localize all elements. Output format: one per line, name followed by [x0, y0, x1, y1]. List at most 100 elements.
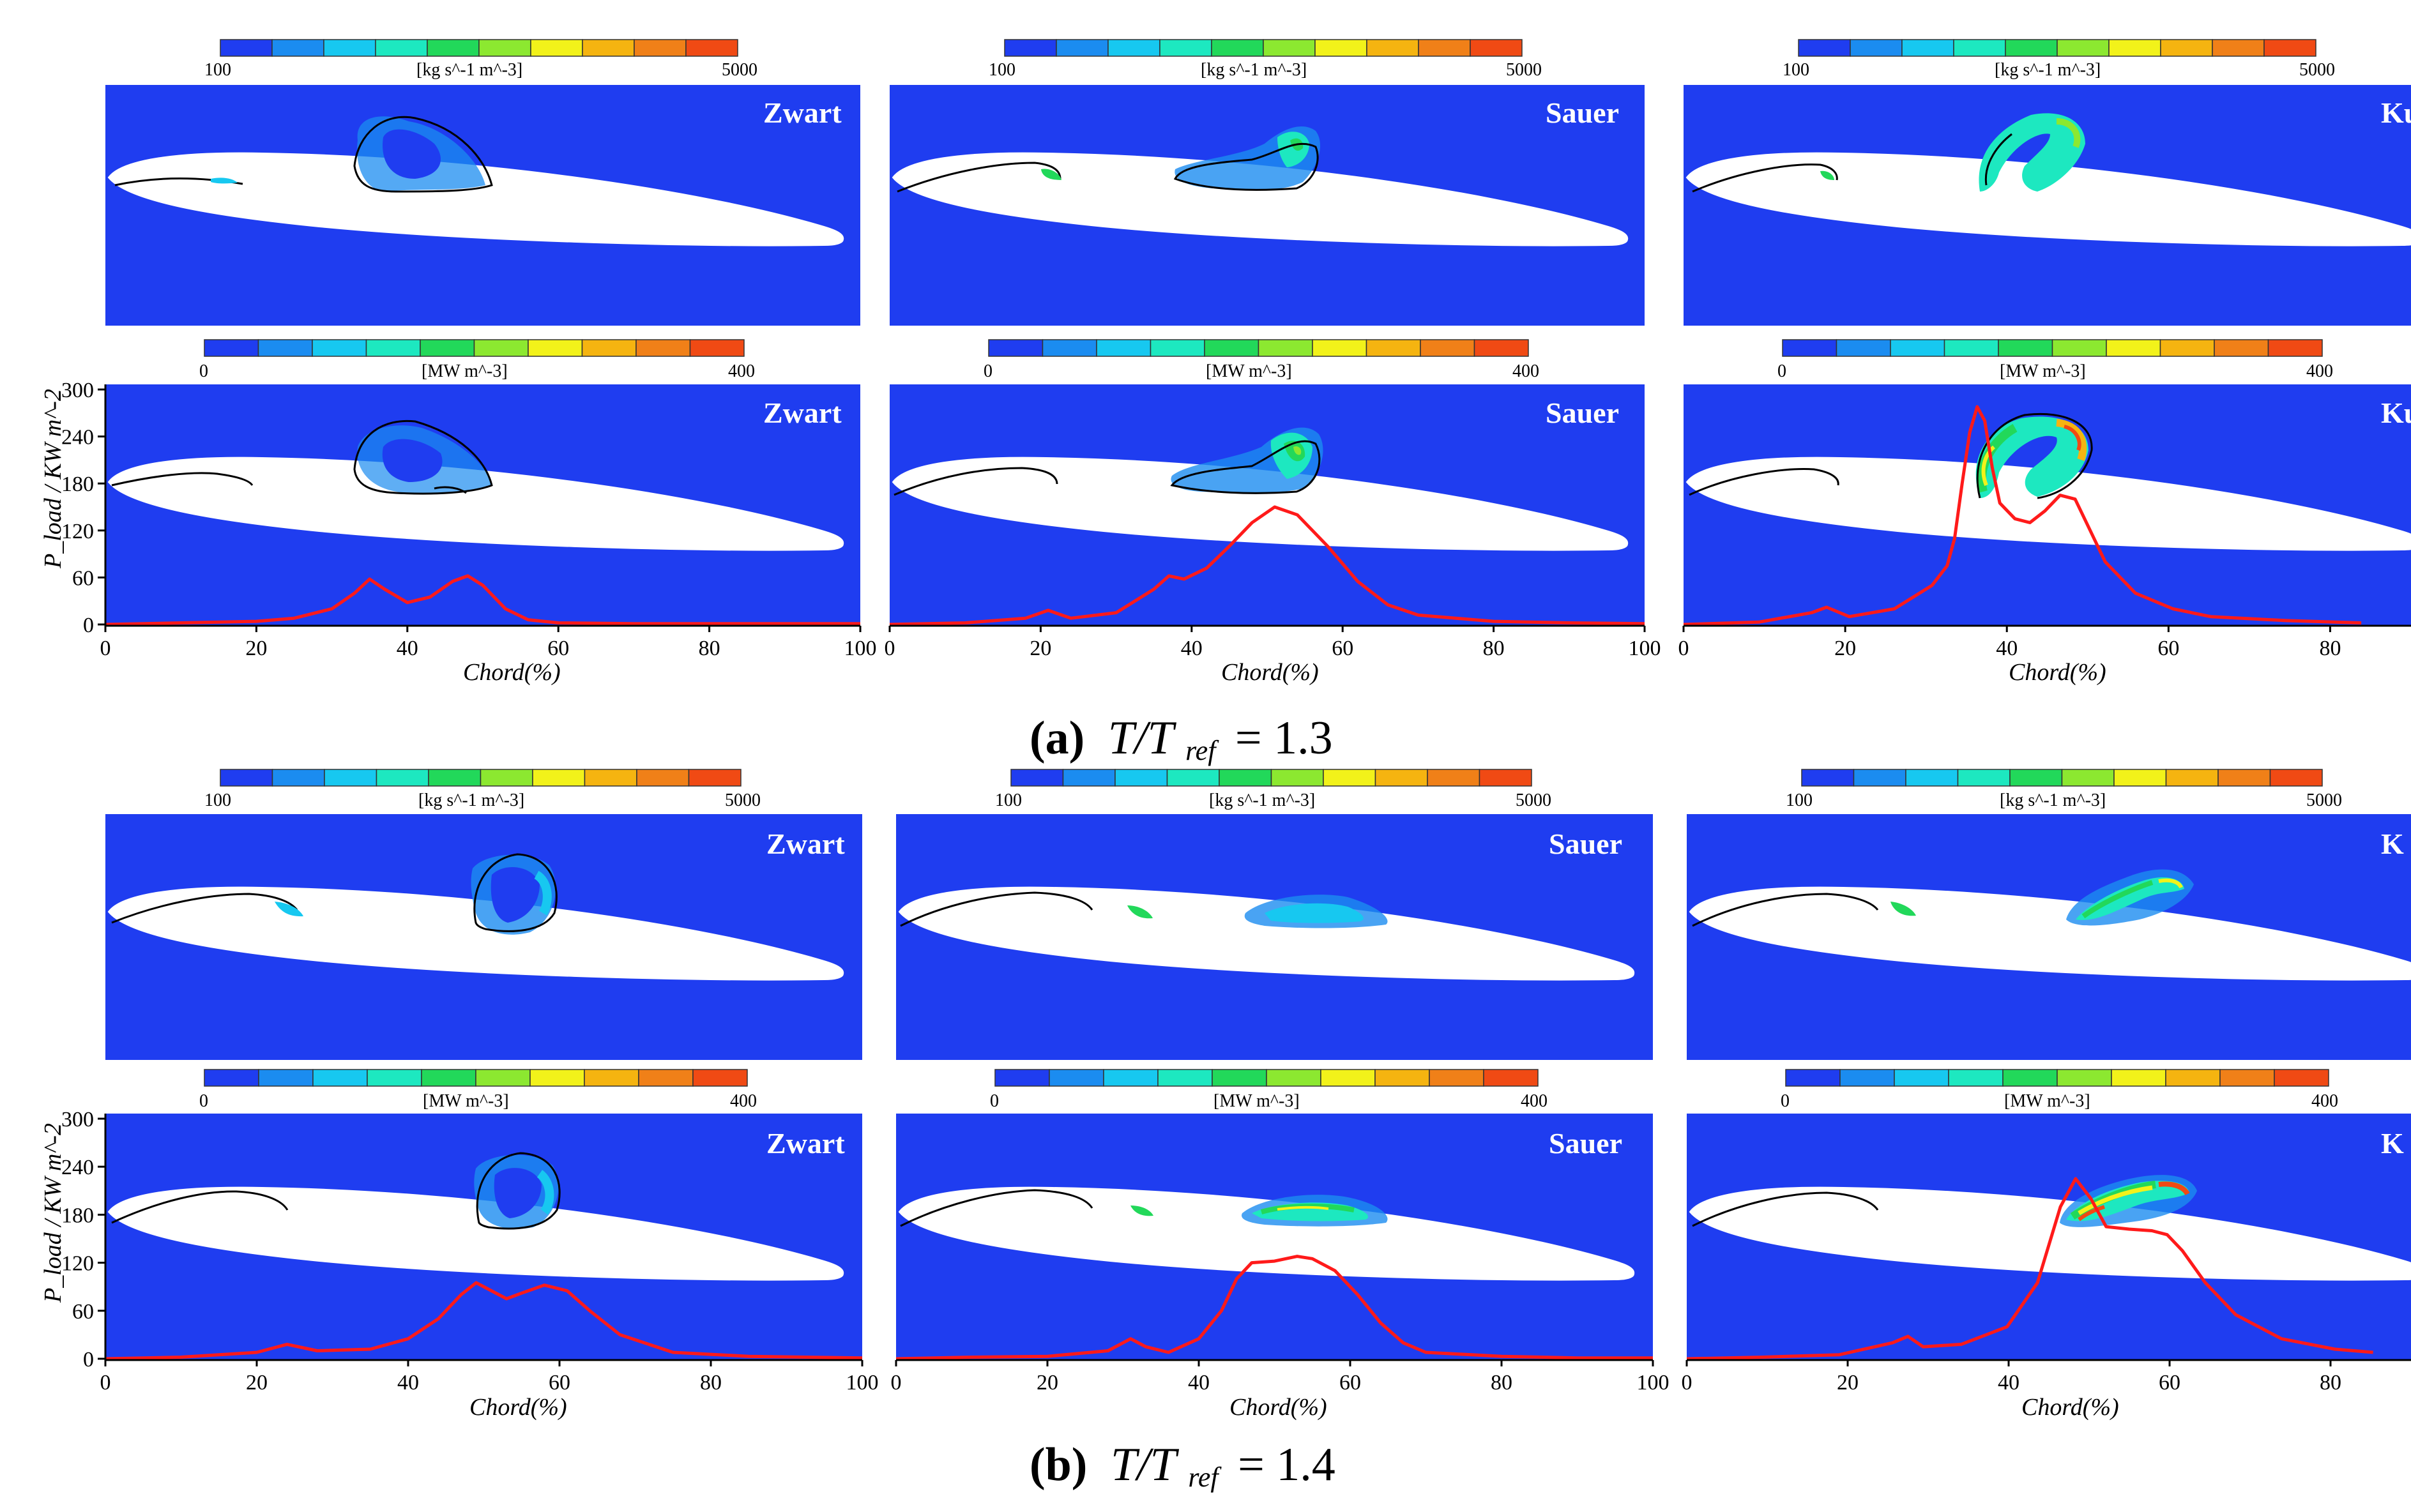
model-label: Sauer	[1546, 397, 1619, 429]
colorbar-cell	[1853, 769, 1906, 787]
x-tick-label: 0	[885, 637, 895, 660]
colorbar-power-b-kunz: 0 [MW m^-3] 400	[1781, 1069, 2338, 1111]
model-label: Zwart	[763, 397, 842, 429]
colorbar-cell	[529, 1069, 585, 1087]
colorbar-rate-a-zwart: 100 [kg s^-1 m^-3] 5000	[204, 39, 757, 80]
colorbar-cell	[1470, 39, 1523, 57]
colorbar-cell	[365, 339, 421, 357]
caption-sub: ref	[1185, 735, 1219, 766]
colorbar-cell	[1004, 39, 1057, 57]
y-tick-label: 240	[61, 1156, 94, 1179]
x-tick-label: 40	[1188, 1371, 1210, 1395]
line-panel-a-kunz: Ku	[1683, 384, 2411, 626]
colorbar-cell	[692, 1069, 748, 1087]
x-tick-label: 20	[1037, 1371, 1058, 1395]
model-label: Sauer	[1549, 828, 1622, 860]
colorbar-cell	[312, 339, 367, 357]
x-tick-label: 40	[397, 1371, 419, 1395]
line-panel-b-kunz: K	[1686, 1114, 2411, 1361]
colorbar-cell	[1479, 769, 1532, 787]
colorbar-cell	[1943, 339, 1999, 357]
x-tick-label: 60	[547, 637, 569, 660]
colorbar-max: 400	[1521, 1091, 1548, 1111]
colorbar-rate-a-kunz: 100 [kg s^-1 m^-3] 5000	[1783, 39, 2335, 80]
colorbar-cell	[2217, 769, 2271, 787]
x-axis-title: Chord(%)	[1221, 659, 1319, 686]
line-panel-b-zwart: Zwart	[105, 1114, 863, 1361]
x-tick-label: 0	[100, 1371, 111, 1395]
colorbar-cell	[2165, 769, 2219, 787]
colorbar-cell	[584, 1069, 639, 1087]
colorbar-cell	[1365, 339, 1421, 357]
y-tick-label: 120	[61, 520, 94, 543]
colorbar-cell	[1374, 769, 1428, 787]
model-label: Sauer	[1546, 96, 1619, 129]
x-tick-label: 40	[1181, 637, 1203, 660]
colorbar-min: 0	[1777, 361, 1786, 381]
colorbar-cell	[1107, 39, 1160, 57]
colorbar-cell	[2061, 769, 2115, 787]
x-tick-label: 100	[844, 637, 877, 660]
colorbar-cell	[1948, 1069, 2004, 1087]
colorbar-cell	[473, 339, 529, 357]
x-tick-label: 80	[1483, 637, 1505, 660]
colorbar-cell	[988, 339, 1044, 357]
colorbar-max: 400	[1512, 361, 1539, 381]
colorbar-cell	[1270, 769, 1324, 787]
axes-a: 0 60 120 180 240 300 0 20 40 60 80 100 0 20 40 60 80 100…	[40, 379, 2411, 686]
colorbar-cell	[480, 769, 533, 787]
colorbar-cell	[634, 39, 687, 57]
colorbar-max: 5000	[725, 790, 761, 810]
colorbar-cell	[2159, 339, 2215, 357]
contour-panel-b-zwart: Zwart	[105, 814, 862, 1060]
colorbar-cell	[1782, 339, 1837, 357]
series-line	[895, 1255, 1653, 1361]
y-tick-label: 60	[72, 1300, 94, 1324]
colorbar-cell	[1905, 769, 1959, 787]
colorbar-min: 100	[1783, 60, 1809, 80]
x-tick-label: 60	[1339, 1371, 1361, 1395]
caption-ratio: T/T	[1111, 1439, 1180, 1491]
colorbar-power-a-sauer: 0 [MW m^-3] 400	[984, 339, 1539, 381]
colorbar-unit: [MW m^-3]	[423, 1091, 509, 1111]
colorbar-cell	[1062, 769, 1116, 787]
x-axis-title: Chord(%)	[463, 659, 561, 686]
colorbar-min: 0	[199, 1091, 208, 1111]
colorbar-cell	[582, 39, 635, 57]
colorbar-cell	[1798, 39, 1851, 57]
x-tick-label: 60	[2157, 637, 2179, 660]
colorbar-cell	[1314, 39, 1367, 57]
colorbar-cell	[1850, 39, 1903, 57]
colorbar-cell	[1998, 339, 2053, 357]
colorbar-cell	[688, 769, 742, 787]
series-line	[889, 505, 1645, 626]
model-label: Sauer	[1549, 1127, 1622, 1160]
colorbar-cell	[2160, 39, 2213, 57]
colorbar-unit: [kg s^-1 m^-3]	[1201, 60, 1307, 80]
colorbar-cell	[1366, 39, 1419, 57]
colorbar-power-b-zwart: 0 [MW m^-3] 400	[199, 1069, 757, 1111]
y-tick-label: 0	[83, 614, 94, 637]
colorbar-cell	[271, 769, 325, 787]
colorbar-cell	[204, 1069, 259, 1087]
x-tick-label: 0	[100, 637, 111, 660]
colorbar-cell	[2274, 1069, 2329, 1087]
colorbar-cell	[312, 1069, 368, 1087]
line-panel-a-sauer: Sauer	[889, 384, 1645, 626]
x-axis-title: Chord(%)	[469, 1394, 567, 1421]
colorbar-unit: [MW m^-3]	[422, 361, 508, 381]
colorbar-cell	[421, 1069, 476, 1087]
colorbar-cell	[1266, 1069, 1321, 1087]
colorbar-cell	[2165, 1069, 2221, 1087]
colorbar-cell	[2051, 339, 2107, 357]
colorbar-cell	[475, 1069, 531, 1087]
colorbar-cell	[2267, 339, 2323, 357]
x-tick-label: 100	[1629, 637, 1661, 660]
colorbar-cell	[1103, 1069, 1159, 1087]
colorbar-max: 5000	[722, 60, 757, 80]
colorbar-cell	[1953, 39, 2006, 57]
x-tick-label: 20	[245, 637, 267, 660]
colorbar-cell	[1785, 1069, 1841, 1087]
colorbar-cell	[1420, 339, 1475, 357]
colorbar-cell	[1096, 339, 1152, 357]
